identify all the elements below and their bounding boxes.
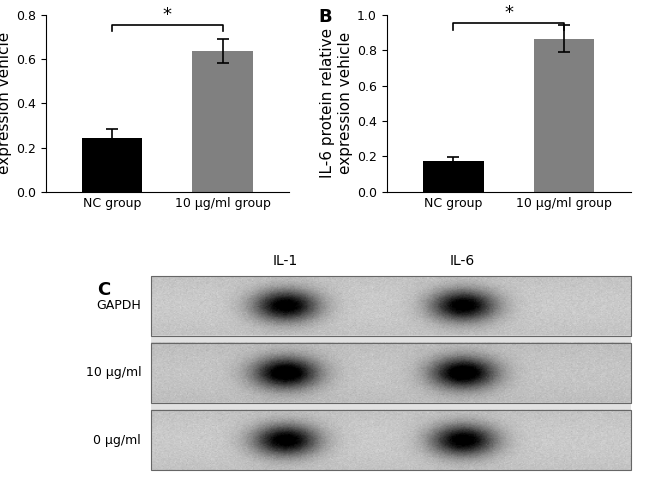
Text: C: C [97,281,110,299]
Bar [151,275,630,336]
Text: GAPDH: GAPDH [96,299,141,312]
Bar [534,39,595,192]
Text: IL-1: IL-1 [272,254,298,268]
Text: 10 μg/ml: 10 μg/ml [86,367,141,379]
Bar [151,410,630,470]
Text: IL-6: IL-6 [450,254,475,268]
Text: 0 μg/ml: 0 μg/ml [94,434,141,447]
Bar [422,161,484,192]
Text: *: * [163,6,172,24]
Text: B: B [318,8,332,25]
Y-axis label: IL-6 protein relative
expression vehicle: IL-6 protein relative expression vehicle [320,28,353,178]
Text: *: * [504,4,513,22]
Bar [151,343,630,403]
Y-axis label: IL-1 protein relative
expression vehicle: IL-1 protein relative expression vehicle [0,28,12,178]
Bar [81,138,142,192]
Bar [192,51,254,192]
